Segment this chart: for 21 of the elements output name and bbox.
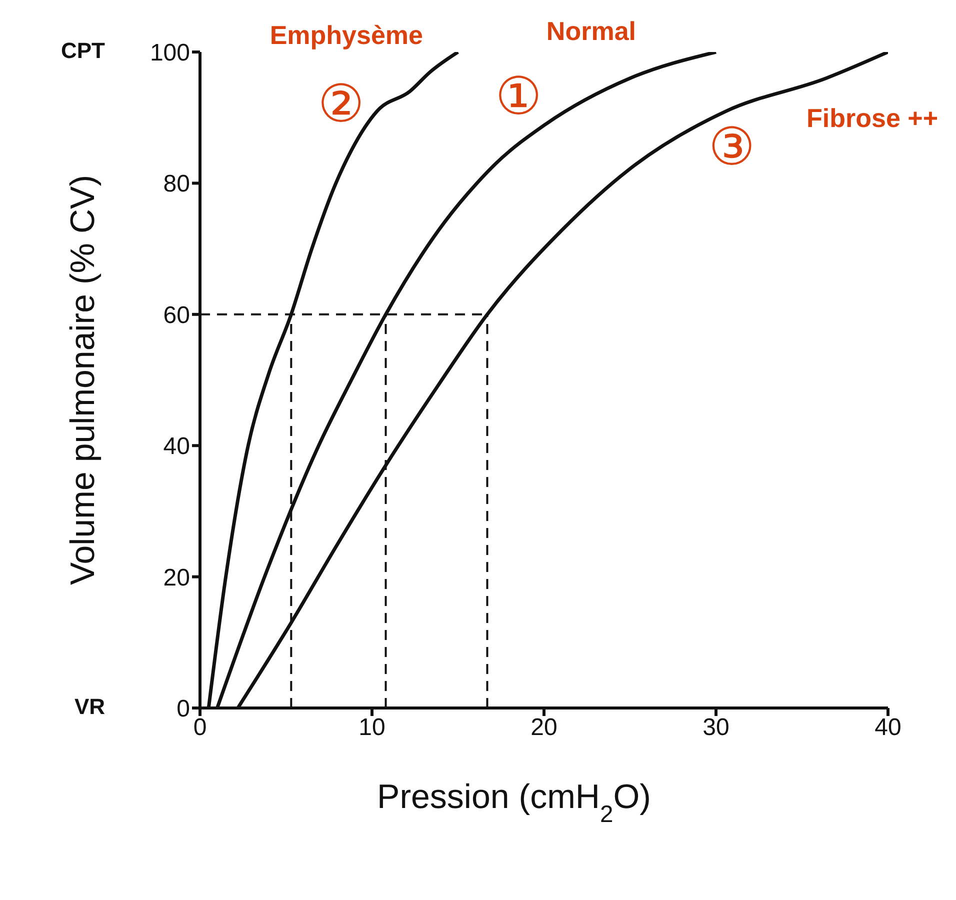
annotation: ①	[495, 67, 542, 128]
y-tick-label: 100	[150, 40, 190, 67]
y-tick-label: 20	[163, 564, 190, 592]
x-tick-label: 20	[530, 714, 558, 742]
y-tick-label: 40	[163, 433, 190, 460]
y-axis-title: Volume pulmonaire (% CV)	[64, 174, 102, 586]
y-tick-label: 80	[163, 170, 190, 198]
x-tick-label: 40	[874, 714, 902, 742]
text: CPT	[61, 38, 106, 63]
x-tick-label: 30	[702, 714, 730, 742]
x-axis-title: Pression (cmH$_{2}$O)	[377, 778, 651, 828]
annotation: ③	[708, 118, 756, 178]
series-label: Emphysème	[270, 20, 423, 50]
y-tick-label: 0	[176, 696, 190, 723]
x-tick-label: 0	[193, 714, 207, 742]
series-label: Fibrose ++	[806, 103, 938, 133]
x-tick-label: 10	[358, 714, 386, 742]
series-label: Normal	[546, 16, 636, 46]
text: VR	[74, 694, 106, 719]
y-tick-label: 60	[163, 302, 190, 329]
annotation: ②	[318, 74, 364, 134]
